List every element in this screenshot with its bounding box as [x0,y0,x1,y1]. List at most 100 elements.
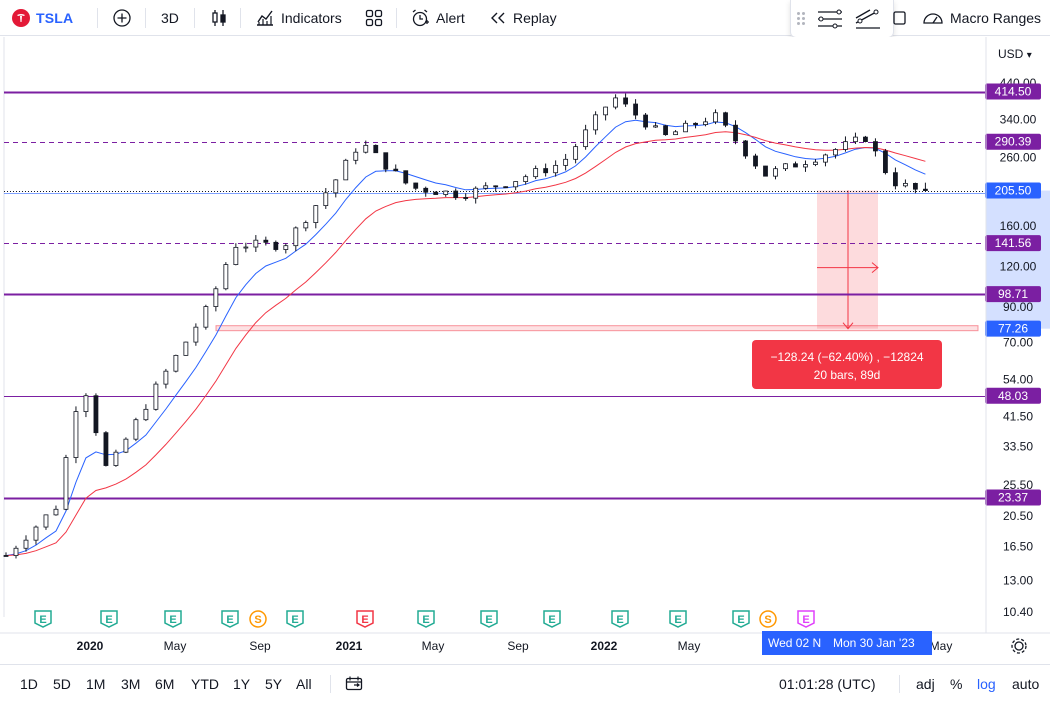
interval-button[interactable]: 3D [161,0,179,36]
percent-label: % [950,676,963,692]
price-level-tag[interactable] [985,489,1041,506]
replay-button[interactable]: Replay [489,0,557,36]
candle-body [3,555,9,557]
price-level-tag[interactable] [985,83,1041,100]
earnings-marker-icon[interactable]: E [34,610,52,628]
time-axis-tick-label: Sep [507,639,529,653]
auto-label: auto [1012,676,1040,692]
gear-inner [1014,641,1024,651]
earnings-marker-letter: E [737,614,744,626]
range-5y-button[interactable]: 5Y [265,665,282,702]
settings-gear-icon[interactable] [1011,638,1027,654]
candle [473,186,479,204]
candle-body [693,122,698,125]
range-5d-button[interactable]: 5D [53,665,71,702]
log-toggle[interactable]: log [977,665,996,702]
utc-clock[interactable]: 01:01:28 (UTC) [779,665,875,702]
range-all-button[interactable]: All [296,665,312,702]
earnings-marker-icon[interactable]: E [669,610,687,628]
candle-body [403,170,409,184]
auto-toggle[interactable]: auto [1012,665,1039,702]
earnings-marker-icon[interactable]: E [480,610,498,628]
candle-body [483,185,489,189]
range-6m-button[interactable]: 6M [155,665,174,702]
candle-body [913,182,918,190]
candle-body [673,131,678,136]
chart-type-button[interactable] [210,0,228,36]
candle-body [283,245,289,250]
candle-body [323,192,329,207]
compare-add-button[interactable] [112,0,132,36]
macro-ranges-button[interactable]: Macro Ranges [922,0,1041,36]
range-1y-button[interactable]: 1Y [233,665,250,702]
symbol-search-button[interactable]: TSLA [12,0,73,36]
earnings-marker-letter: E [674,614,681,626]
date-range-button[interactable] [345,665,363,702]
earnings-marker-shape [480,610,498,628]
split-marker-icon[interactable]: S [759,610,777,628]
range-3m-button[interactable]: 3M [121,665,140,702]
price-chart[interactable]: 440.00 340.00 260.00 160.00 120.00 90.00 70.00… [0,37,1050,664]
price-level-tag-label: 141.56 [995,236,1032,250]
candle-body [423,187,429,193]
candle [893,167,898,190]
price-axis-tick-label: 20.50 [1003,509,1033,523]
candle-body [573,146,579,160]
earnings-marker-icon[interactable]: E [797,610,815,628]
range-1m-button[interactable]: 1M [86,665,105,702]
fullscreen-button[interactable] [893,0,907,36]
earnings-marker-icon[interactable]: E [356,610,374,628]
alert-button[interactable]: Alert [410,0,465,36]
candle-body [813,161,818,165]
horizontal-lines-icon[interactable] [817,8,843,30]
candle [213,286,219,312]
price-level-tag[interactable] [985,235,1041,252]
candle-body [173,354,179,372]
candle [843,136,848,152]
candle-body [743,140,748,157]
price-level-tag[interactable] [985,387,1041,404]
range-1d-button[interactable]: 1D [20,665,38,702]
candle [633,99,638,120]
price-level-tag[interactable] [985,133,1041,150]
candle [353,148,359,165]
earnings-marker-icon[interactable]: E [611,610,629,628]
indicators-button[interactable]: Indicators [255,0,342,36]
earnings-marker-icon[interactable]: E [417,610,435,628]
candle-body [613,97,619,108]
candle [233,243,239,266]
candle-body [13,547,19,556]
candle-body [353,151,359,161]
percent-toggle[interactable]: % [950,665,962,702]
candle [193,323,199,346]
earnings-marker-icon[interactable]: E [286,610,304,628]
indicators-icon [257,10,273,26]
target-zone-rectangle[interactable] [215,325,979,332]
earnings-marker-icon[interactable]: E [100,610,118,628]
candle [223,262,229,291]
candle [613,94,619,110]
candle-body [233,246,239,265]
tesla-logo-icon [12,9,30,27]
currency-selector[interactable]: USD ▾ [998,47,1032,61]
price-level-tag[interactable] [985,182,1041,199]
adj-toggle[interactable]: adj [916,665,935,702]
candle [143,404,149,422]
layout-button[interactable] [365,0,383,36]
trend-lines-icon[interactable] [855,8,881,30]
earnings-marker-icon[interactable]: E [164,610,182,628]
earnings-marker-shape [164,610,182,628]
price-level-tag[interactable] [985,286,1041,303]
candle-body [443,190,449,195]
candle-body [783,163,788,170]
price-axis-tick-label: 33.50 [1003,440,1033,454]
price-level-tag[interactable] [985,320,1041,337]
earnings-marker-icon[interactable]: E [543,610,561,628]
earnings-marker-icon[interactable]: E [732,610,750,628]
split-marker-icon[interactable]: S [249,610,267,628]
earnings-marker-icon[interactable]: E [221,610,239,628]
range-ytd-button[interactable]: YTD [191,665,219,702]
candle-body [333,179,339,194]
drag-handle-icon[interactable] [797,12,805,25]
earnings-marker-letter: E [291,614,298,626]
